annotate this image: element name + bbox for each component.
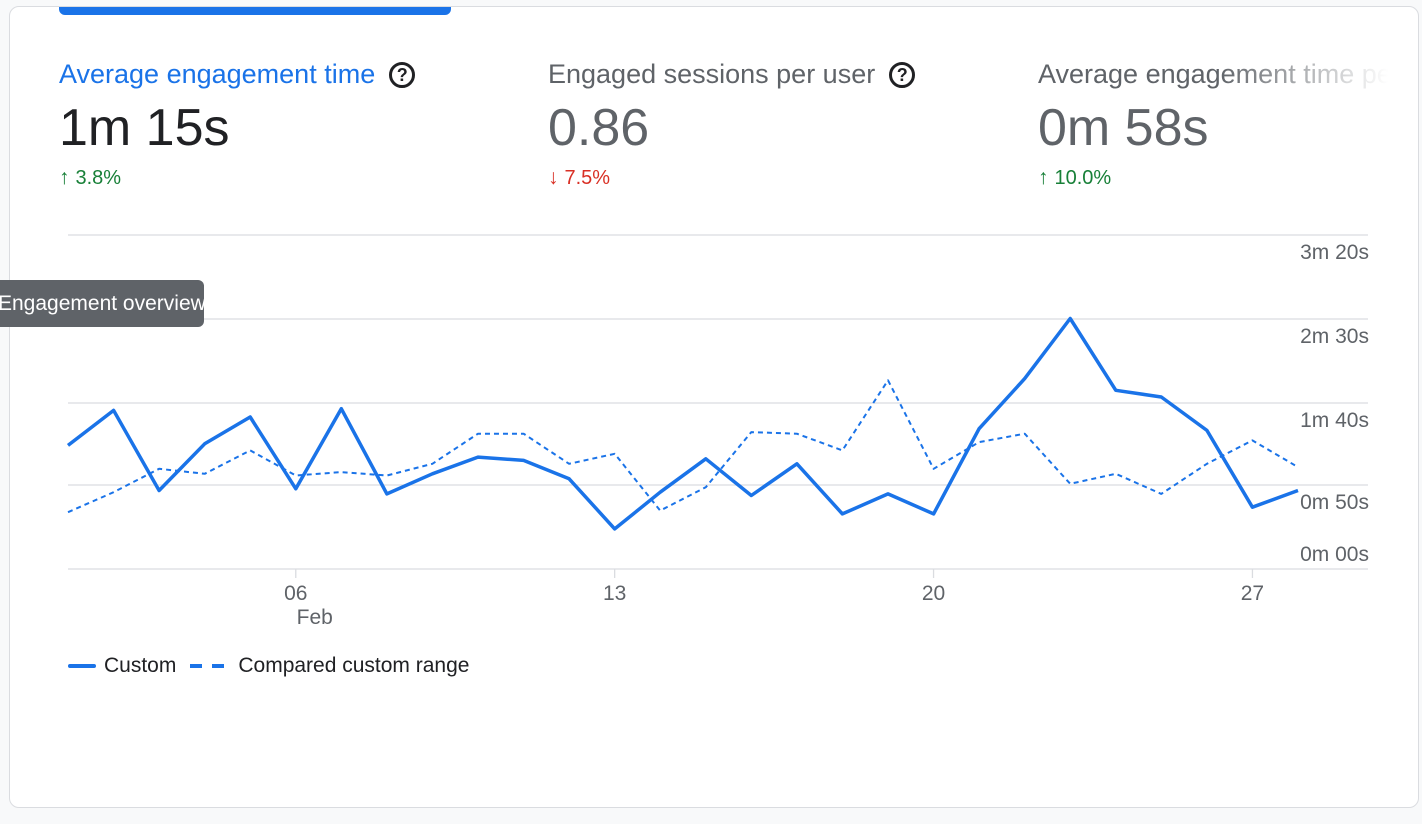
legend-item-compared[interactable]: Compared custom range <box>190 654 469 678</box>
solid-line-swatch-icon <box>68 664 96 668</box>
x-tick-sublabel: Feb <box>297 606 333 629</box>
x-tick-label: 27 <box>1241 582 1264 605</box>
custom-series-line <box>66 316 1299 531</box>
metric-delta: ↑ 3.8% <box>59 166 539 190</box>
metric-value: 0m 58s <box>1038 99 1209 157</box>
y-tick-label: 2m 30s <box>1300 325 1369 348</box>
metric-average-engagement-time[interactable]: Average engagement time ? 1m 15s ↑ 3.8% <box>59 59 539 190</box>
help-icon[interactable]: ? <box>889 61 916 88</box>
tooltip-text: Engagement overview <box>0 292 204 315</box>
overflow-fade <box>1218 47 1418 167</box>
metric-delta-value: 7.5% <box>564 166 611 189</box>
y-tick-label: 1m 40s <box>1300 409 1369 432</box>
metric-delta: ↓ 7.5% <box>548 166 1028 190</box>
arrow-down-icon: ↓ <box>548 166 559 189</box>
metric-delta-value: 10.0% <box>1054 166 1112 189</box>
metric-delta: ↑ 10.0% <box>1038 166 1418 190</box>
x-tick-label: 20 <box>922 582 945 605</box>
metric-value: 0.86 <box>548 99 650 157</box>
x-tick-label: 13 <box>603 582 626 605</box>
metric-title: Engaged sessions per user <box>548 59 876 89</box>
y-tick-label: 3m 20s <box>1300 241 1369 264</box>
legend-item-custom[interactable]: Custom <box>68 654 176 678</box>
tooltip: Engagement overview <box>0 280 204 327</box>
arrow-up-icon: ↑ <box>59 166 70 189</box>
help-icon[interactable]: ? <box>389 61 416 88</box>
metric-title: Average engagement time <box>59 59 376 89</box>
metric-value: 1m 15s <box>59 99 230 157</box>
selected-tab-indicator <box>59 7 451 15</box>
metric-delta-value: 3.8% <box>75 166 122 189</box>
arrow-up-icon: ↑ <box>1038 166 1049 189</box>
x-tick-label: 06 <box>284 582 307 605</box>
legend-label-compared: Compared custom range <box>238 654 470 677</box>
y-tick-label: 0m 00s <box>1300 543 1369 566</box>
compared-series-line <box>67 379 1299 514</box>
chart-legend: Custom Compared custom range <box>68 654 483 678</box>
engagement-card: Average engagement time ? 1m 15s ↑ 3.8% … <box>9 6 1419 808</box>
dashed-line-swatch-icon <box>190 664 227 668</box>
y-tick-label: 0m 50s <box>1300 491 1369 514</box>
legend-label-custom: Custom <box>104 654 177 677</box>
metric-engaged-sessions-per-user[interactable]: Engaged sessions per user ? 0.86 ↓ 7.5% <box>548 59 1028 190</box>
